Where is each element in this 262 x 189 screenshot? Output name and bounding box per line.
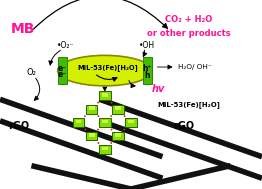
Text: O₂: O₂	[26, 68, 36, 77]
FancyBboxPatch shape	[76, 120, 81, 123]
Text: •O₂⁻: •O₂⁻	[57, 41, 74, 50]
Text: h⁺: h⁺	[143, 64, 152, 73]
FancyBboxPatch shape	[89, 106, 95, 110]
Text: e⁻: e⁻	[58, 70, 67, 79]
FancyBboxPatch shape	[112, 132, 124, 140]
FancyBboxPatch shape	[128, 120, 134, 123]
FancyBboxPatch shape	[102, 147, 108, 150]
Text: H₂O/ OH⁻: H₂O/ OH⁻	[178, 64, 212, 70]
FancyBboxPatch shape	[73, 118, 84, 127]
FancyBboxPatch shape	[58, 57, 67, 84]
Text: •OH: •OH	[139, 41, 155, 50]
FancyBboxPatch shape	[115, 106, 121, 110]
FancyBboxPatch shape	[89, 133, 95, 137]
Text: h: h	[145, 71, 150, 80]
FancyBboxPatch shape	[102, 120, 108, 123]
FancyBboxPatch shape	[99, 91, 111, 100]
FancyBboxPatch shape	[115, 133, 121, 137]
FancyBboxPatch shape	[125, 118, 137, 127]
Text: hv: hv	[152, 84, 165, 94]
FancyBboxPatch shape	[86, 105, 97, 114]
FancyBboxPatch shape	[86, 132, 97, 140]
Text: CO₂ + H₂O: CO₂ + H₂O	[165, 15, 212, 24]
Text: e⁻: e⁻	[58, 64, 67, 73]
Text: MIL-53(Fe)[H₂O]: MIL-53(Fe)[H₂O]	[157, 101, 220, 108]
Text: MB: MB	[10, 22, 35, 36]
FancyBboxPatch shape	[112, 105, 124, 114]
FancyBboxPatch shape	[143, 57, 152, 84]
Text: MIL-53(Fe)[H₂O]: MIL-53(Fe)[H₂O]	[77, 64, 138, 71]
Text: rGO: rGO	[173, 121, 194, 131]
Text: or other products: or other products	[147, 29, 231, 38]
Text: rGO: rGO	[8, 121, 29, 131]
FancyBboxPatch shape	[99, 118, 111, 127]
FancyBboxPatch shape	[102, 93, 108, 97]
FancyBboxPatch shape	[99, 145, 111, 154]
Ellipse shape	[58, 55, 152, 86]
